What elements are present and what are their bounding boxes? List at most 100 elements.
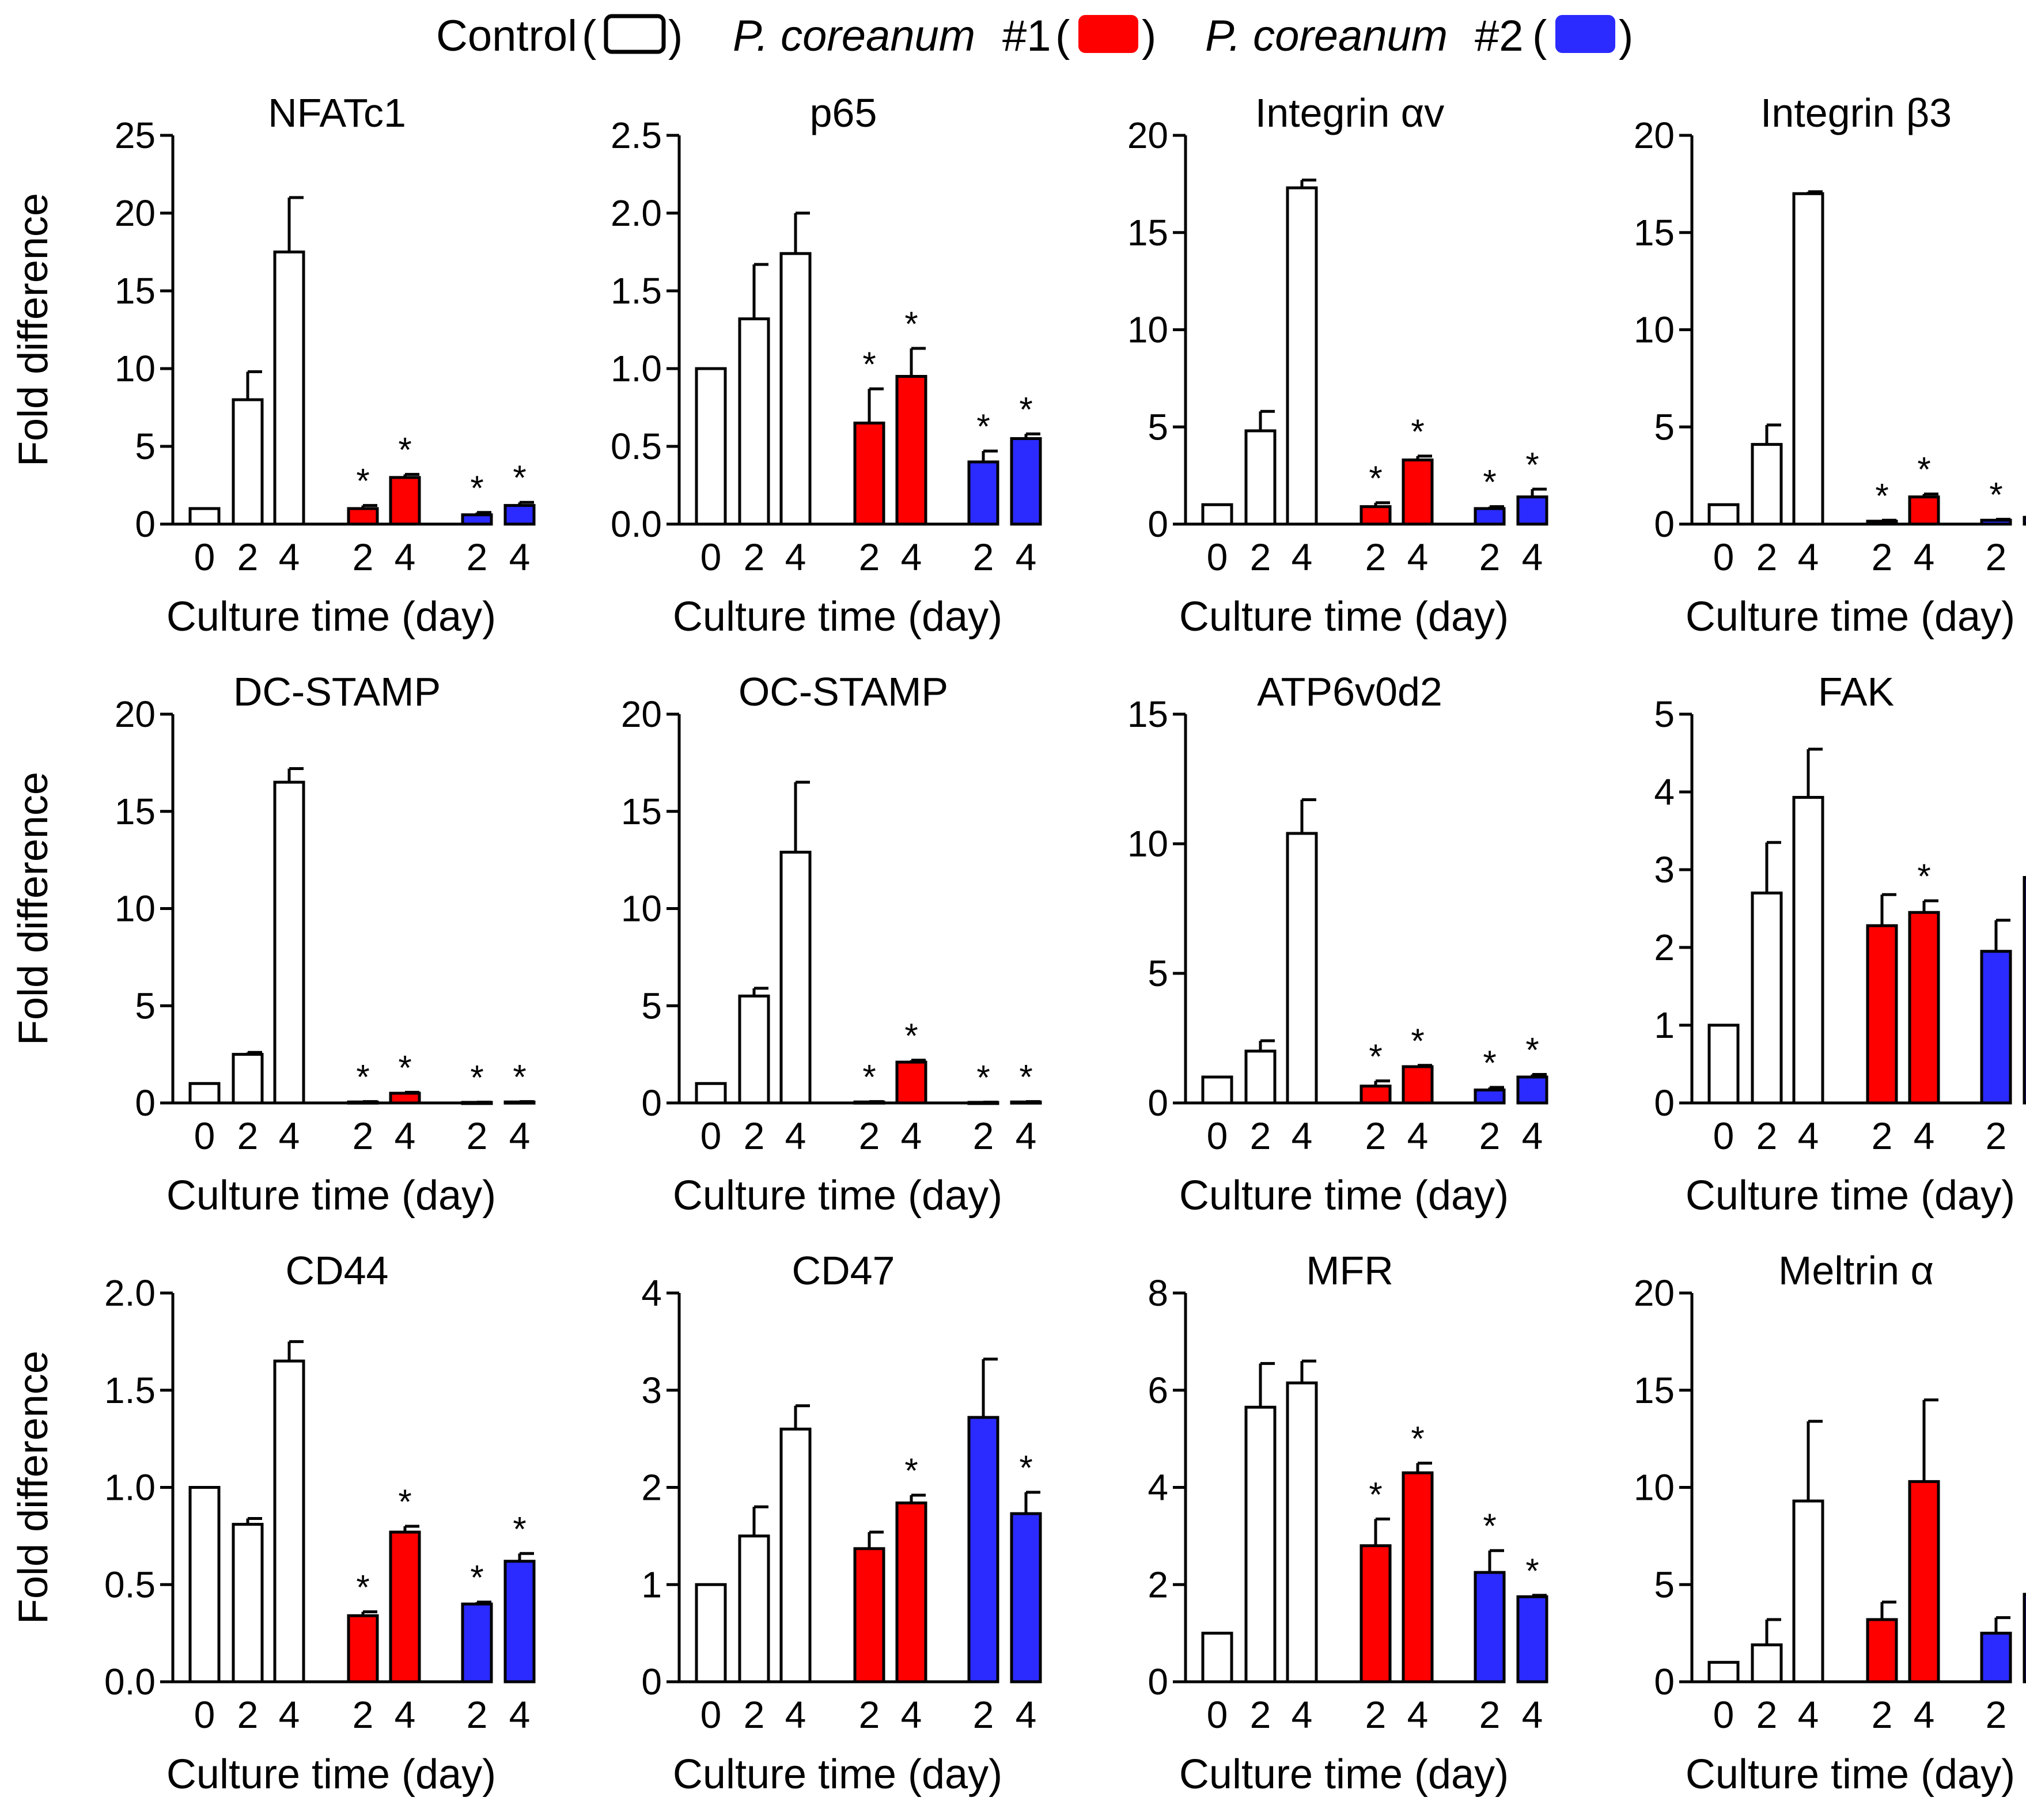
- x-tick-label: 2: [1479, 1114, 1501, 1157]
- x-tick-label: 2: [467, 536, 488, 578]
- y-tick-label: 20: [115, 192, 156, 234]
- legend: Control ( ) P. coreanum #1 ( ) P. corean…: [436, 12, 1633, 60]
- x-tick-label: 2: [1365, 1114, 1387, 1157]
- x-tick-label: 2: [467, 1114, 488, 1157]
- significance-marker: *: [862, 345, 876, 384]
- y-tick-label: 1: [641, 1564, 662, 1605]
- chart-title: CD47: [792, 1248, 895, 1293]
- x-tick-label: 2: [353, 536, 374, 578]
- x-tick-label: 4: [901, 1693, 922, 1736]
- bar: [1866, 520, 1898, 526]
- y-tick-label: 0: [135, 503, 156, 545]
- legend-paren-close: ): [1619, 12, 1633, 60]
- y-tick-label: 10: [1634, 1467, 1675, 1508]
- significance-marker: *: [470, 1559, 483, 1597]
- x-tick-label: 0: [1713, 536, 1735, 578]
- y-tick-label: 3: [1654, 849, 1675, 890]
- y-tick-label: 0: [1148, 503, 1168, 545]
- bar: [1980, 950, 2012, 1105]
- y-tick-label: 15: [1127, 693, 1168, 735]
- bar: [1751, 443, 1783, 526]
- bar: [1286, 1381, 1318, 1683]
- bar: [853, 422, 885, 526]
- x-tick-label: 4: [395, 1693, 416, 1736]
- bar: [389, 476, 421, 526]
- chart-title: Integrin αv: [1255, 90, 1444, 135]
- bar: [695, 1082, 727, 1105]
- y-tick-label: 0.5: [611, 426, 662, 467]
- x-tick-label: 4: [1407, 1114, 1429, 1157]
- legend-paren-open: (: [1532, 12, 1547, 60]
- significance-marker: *: [398, 1482, 411, 1521]
- bar: [1402, 458, 1434, 526]
- y-tick-label: 15: [1634, 1370, 1675, 1411]
- x-tick-label: 2: [353, 1114, 374, 1157]
- y-tick-label: 15: [115, 270, 156, 312]
- bar: [1201, 503, 1233, 526]
- bar: [1792, 1499, 1824, 1683]
- x-tick-label: 0: [194, 536, 215, 578]
- bar: [738, 994, 770, 1105]
- chart-title: FAK: [1818, 669, 1894, 714]
- chart-title: ATP6v0d2: [1257, 669, 1442, 714]
- significance-marker: *: [1483, 463, 1496, 502]
- bar: [1474, 507, 1506, 526]
- chart-title: NFATc1: [268, 90, 406, 135]
- y-tick-label: 2.0: [104, 1272, 156, 1314]
- bar: [1751, 892, 1783, 1105]
- y-tick-label: 20: [1634, 115, 1675, 156]
- bar: [389, 1091, 421, 1105]
- y-tick-label: 0: [1148, 1661, 1168, 1703]
- x-axis-label: Culture time (day): [166, 594, 496, 640]
- y-tick-label: 1.0: [611, 348, 662, 389]
- x-axis-label: Culture time (day): [1179, 1173, 1509, 1219]
- x-tick-label: 2: [744, 536, 765, 578]
- x-tick-label: 4: [901, 1114, 922, 1157]
- y-tick-label: 4: [641, 1272, 662, 1314]
- bar: [1474, 1571, 1506, 1683]
- bar: [738, 317, 770, 526]
- significance-marker: *: [862, 1058, 876, 1097]
- legend-paren-open: (: [1055, 12, 1070, 60]
- panel-cd44: CD44 Fold difference 0.0 0.5 1.0 1.5 2.0 0 2 4 2 * 4…: [0, 1238, 536, 1820]
- y-tick-label: 10: [621, 888, 662, 930]
- x-tick-label: 4: [1407, 1693, 1429, 1736]
- x-axis-label: Culture time (day): [166, 1173, 496, 1219]
- y-tick-label: 5: [1654, 1564, 1675, 1605]
- x-tick-label: 2: [237, 1114, 259, 1157]
- bar: [232, 1053, 264, 1105]
- significance-marker: *: [1483, 1044, 1496, 1082]
- bar: [1474, 1089, 1506, 1105]
- x-tick-label: 4: [1016, 1693, 1037, 1736]
- y-tick-label: 0: [641, 1661, 662, 1703]
- y-tick-label: 0: [1654, 503, 1675, 545]
- x-tick-label: 2: [1479, 1693, 1501, 1736]
- panel-cd47: CD47 0 1 2 3 4 0 2 4 2 4 * 2 4 * Culture time (day): [506, 1238, 1042, 1820]
- x-axis-label: Culture time (day): [1179, 594, 1509, 640]
- y-tick-label: 10: [1127, 823, 1168, 864]
- significance-marker: *: [1369, 459, 1382, 498]
- significance-marker: *: [470, 469, 483, 507]
- chart-title: CD44: [286, 1248, 389, 1293]
- y-tick-label: 3: [641, 1370, 662, 1411]
- significance-marker: *: [1411, 1022, 1424, 1060]
- y-tick-label: 10: [115, 888, 156, 930]
- y-tick-label: 10: [1127, 309, 1168, 351]
- significance-marker: *: [1019, 1449, 1032, 1487]
- x-tick-label: 2: [1250, 1114, 1271, 1157]
- x-tick-label: 2: [1250, 536, 1271, 578]
- bar: [2023, 515, 2026, 526]
- legend-item-pc2: P. coreanum #2 ( ): [1205, 12, 1633, 60]
- significance-marker: *: [1989, 476, 2002, 514]
- x-tick-label: 4: [1914, 536, 1935, 578]
- legend-label-control: Control: [436, 12, 577, 60]
- significance-marker: *: [1917, 857, 1930, 896]
- x-tick-label: 0: [194, 1693, 215, 1736]
- x-tick-label: 4: [1522, 1114, 1543, 1157]
